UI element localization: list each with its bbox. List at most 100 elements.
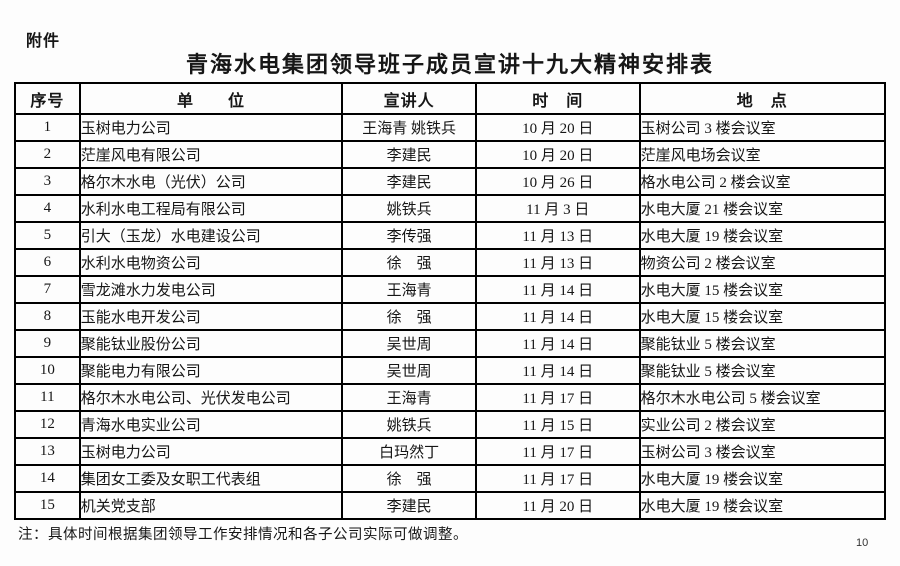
cell-unit: 集团女工委及女职工代表组 [78,464,344,493]
cell-time: 11 月 13 日 [474,248,641,277]
cell-time: 11 月 17 日 [474,464,641,493]
cell-time: 11 月 14 日 [474,275,641,304]
table-row: 12 青海水电实业公司 姚铁兵 11 月 15 日实业公司 2 楼会议室 [14,410,887,439]
cell-location: 玉树公司 3 楼会议室 [638,437,887,466]
cell-location: 水电大厦 19 楼会议室 [638,464,887,493]
cell-unit: 青海水电实业公司 [78,410,344,439]
cell-unit: 玉能水电开发公司 [78,302,344,331]
cell-no: 15 [14,491,81,520]
cell-location: 物资公司 2 楼会议室 [638,248,887,277]
cell-speaker: 徐 强 [341,464,477,493]
cell-speaker: 王海青 [341,275,477,304]
header-time: 时 间 [474,82,641,115]
cell-location: 格尔木水电公司 5 楼会议室 [638,383,887,412]
cell-no: 2 [14,140,81,169]
cell-location: 实业公司 2 楼会议室 [638,410,887,439]
table-row: 8 玉能水电开发公司徐 强 11 月 14 日水电大厦 15 楼会议室 [14,302,887,331]
cell-location: 水电大厦 21 楼会议室 [638,194,887,223]
table-row: 3 格尔木水电（光伏）公司 李建民 10 月 26 日格水电公司 2 楼会议室 [14,167,887,196]
table-body: 1 玉树电力公司 王海青 姚铁兵 10 月 20 日玉树公司 3 楼会议室 2 茫崖风电有… [14,113,887,520]
cell-time: 10 月 20 日 [474,140,641,169]
table-row: 6 水利水电物资公司徐 强 11 月 13 日物资公司 2 楼会议室 [14,248,887,277]
cell-location: 水电大厦 15 楼会议室 [638,275,887,304]
cell-location: 水电大厦 19 楼会议室 [638,491,887,520]
table-row: 13 玉树电力公司 白玛然丁 11 月 17 日玉树公司 3 楼会议室 [14,437,887,466]
cell-unit: 机关党支部 [78,491,344,520]
cell-location: 玉树公司 3 楼会议室 [638,113,887,142]
cell-speaker: 吴世周 [341,329,477,358]
attachment-label: 附件 [26,33,61,50]
cell-location: 聚能钛业 5 楼会议室 [638,356,887,385]
cell-location: 水电大厦 19 楼会议室 [638,221,887,250]
page-number: 10 [856,537,869,549]
cell-speaker: 李传强 [341,221,477,250]
cell-speaker: 白玛然丁 [341,437,477,466]
cell-no: 7 [14,275,81,304]
footnote: 注：具体时间根据集团领导工作安排情况和各子公司实际可做调整。 [18,527,468,543]
table-row: 2 茫崖风电有限公司 李建民 10 月 20 日茫崖风电场会议室 [14,140,887,169]
cell-unit: 雪龙滩水力发电公司 [78,275,344,304]
cell-no: 9 [14,329,81,358]
cell-no: 8 [14,302,81,331]
cell-speaker: 李建民 [341,491,477,520]
schedule-table: 序号单 位宣讲人时 间地 点 1 玉树电力公司 王海青 姚铁兵 10 月 20 日玉树… [14,82,887,520]
cell-time: 11 月 13 日 [474,221,641,250]
cell-time: 11 月 14 日 [474,302,641,331]
cell-time: 11 月 17 日 [474,383,641,412]
cell-unit: 水利水电工程局有限公司 [78,194,344,223]
cell-time: 10 月 26 日 [474,167,641,196]
cell-speaker: 王海青 姚铁兵 [341,113,477,142]
cell-speaker: 李建民 [341,167,477,196]
cell-time: 11 月 20 日 [474,491,641,520]
cell-time: 11 月 14 日 [474,356,641,385]
cell-unit: 茫崖风电有限公司 [78,140,344,169]
cell-no: 3 [14,167,81,196]
cell-no: 4 [14,194,81,223]
cell-unit: 引大（玉龙）水电建设公司 [78,221,344,250]
cell-unit: 聚能钛业股份公司 [78,329,344,358]
cell-speaker: 吴世周 [341,356,477,385]
cell-time: 11 月 3 日 [474,194,641,223]
cell-speaker: 李建民 [341,140,477,169]
cell-speaker: 王海青 [341,383,477,412]
table-row: 4 水利水电工程局有限公司 姚铁兵 11 月 3 日水电大厦 21 楼会议室 [14,194,887,223]
cell-unit: 格尔木水电公司、光伏发电公司 [78,383,344,412]
header-speaker: 宣讲人 [341,82,477,115]
cell-unit: 玉树电力公司 [78,113,344,142]
cell-no: 10 [14,356,81,385]
cell-location: 茫崖风电场会议室 [638,140,887,169]
cell-unit: 格尔木水电（光伏）公司 [78,167,344,196]
cell-time: 10 月 20 日 [474,113,641,142]
cell-location: 格水电公司 2 楼会议室 [638,167,887,196]
table-row: 5 引大（玉龙）水电建设公司 李传强 11 月 13 日水电大厦 19 楼会议室 [14,221,887,250]
cell-no: 14 [14,464,81,493]
cell-unit: 玉树电力公司 [78,437,344,466]
cell-location: 水电大厦 15 楼会议室 [638,302,887,331]
header-no: 序号 [14,82,81,115]
table-row: 9 聚能钛业股份公司 吴世周 11 月 14 日聚能钛业 5 楼会议室 [14,329,887,358]
cell-no: 13 [14,437,81,466]
cell-no: 1 [14,113,81,142]
table-row: 1 玉树电力公司 王海青 姚铁兵 10 月 20 日玉树公司 3 楼会议室 [14,113,887,142]
cell-unit: 聚能电力有限公司 [78,356,344,385]
table-row: 15 机关党支部 李建民 11 月 20 日水电大厦 19 楼会议室 [14,491,887,520]
header-unit: 单 位 [78,82,344,115]
cell-location: 聚能钛业 5 楼会议室 [638,329,887,358]
cell-no: 5 [14,221,81,250]
cell-no: 12 [14,410,81,439]
table-row: 11 格尔木水电公司、光伏发电公司 王海青 11 月 17 日格尔木水电公司 5 楼会… [14,383,887,412]
cell-speaker: 姚铁兵 [341,194,477,223]
cell-time: 11 月 14 日 [474,329,641,358]
header-location: 地 点 [638,82,887,115]
cell-no: 6 [14,248,81,277]
table-row: 7 雪龙滩水力发电公司 王海青 11 月 14 日水电大厦 15 楼会议室 [14,275,887,304]
cell-speaker: 徐 强 [341,248,477,277]
table-row: 10 聚能电力有限公司 吴世周 11 月 14 日聚能钛业 5 楼会议室 [14,356,887,385]
document-title: 青海水电集团领导班子成员宣讲十九大精神安排表 [185,52,714,77]
cell-unit: 水利水电物资公司 [78,248,344,277]
table-header-row: 序号单 位宣讲人时 间地 点 [14,82,887,115]
cell-speaker: 姚铁兵 [341,410,477,439]
cell-time: 11 月 17 日 [474,437,641,466]
cell-no: 11 [14,383,81,412]
cell-time: 11 月 15 日 [474,410,641,439]
